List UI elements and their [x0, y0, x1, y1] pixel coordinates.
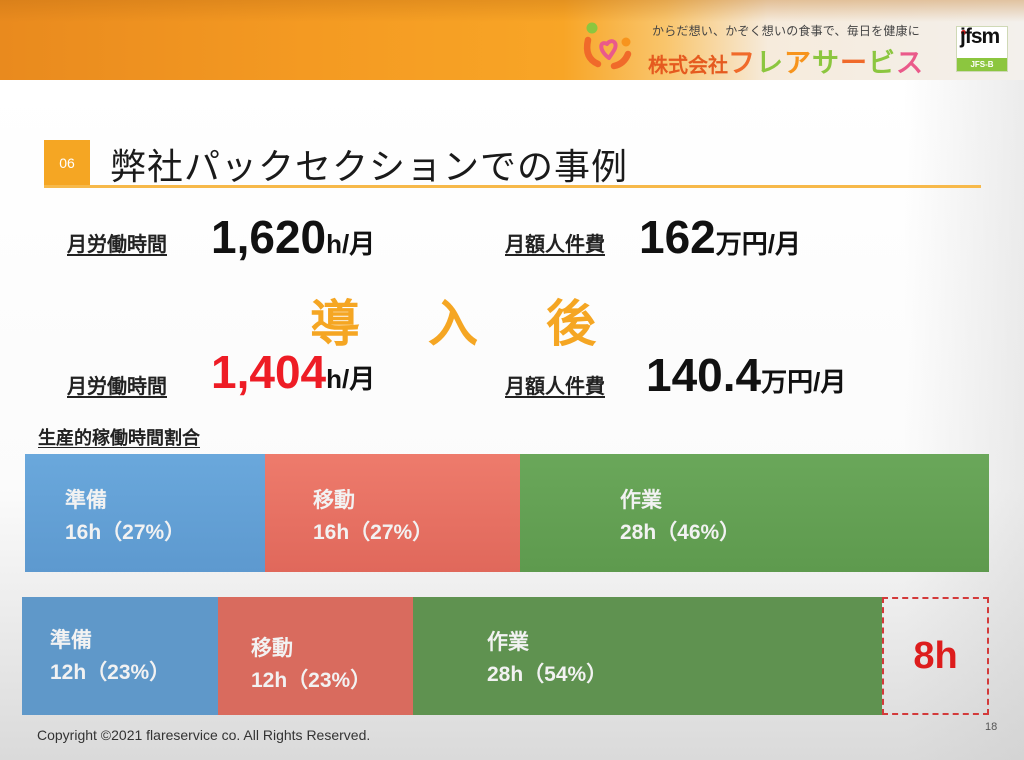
saved-hours-box: 8h — [882, 597, 989, 715]
segment-label: 移動 16h（27%） — [313, 485, 433, 549]
after-segment-prep: 準備 12h（23%） — [22, 597, 218, 715]
jfsm-certification-logo: jfsm JFS-B — [956, 25, 1008, 72]
before-cost-number: 162 — [639, 211, 716, 263]
company-char: ビ — [868, 48, 896, 78]
segment-name: 作業 — [620, 489, 662, 512]
after-hours-label: 月労働時間 — [67, 376, 167, 398]
after-stacked-bar: 準備 12h（23%） 移動 12h（23%） 作業 28h（54%） — [22, 597, 882, 715]
segment-value: 28h（54%） — [487, 663, 608, 686]
before-cost-value: 162万円/月 — [639, 210, 801, 264]
before-hours-unit: h/月 — [326, 229, 376, 259]
company-char: サ — [812, 48, 840, 78]
after-cost-label: 月額人件費 — [505, 376, 605, 398]
after-cost-number: 140.4 — [646, 349, 762, 401]
after-segment-work: 作業 28h（54%） — [413, 597, 882, 715]
before-segment-prep: 準備 16h（27%） — [25, 454, 265, 572]
company-prefix: 株式会社 — [648, 55, 728, 77]
tagline: からだ想い、かぞく想いの食事で、毎日を健康に — [652, 24, 920, 38]
saved-hours-value: 8h — [913, 634, 958, 677]
after-cost-unit: 万円/月 — [761, 367, 847, 397]
section-title: 弊社パックセクションでの事例 — [110, 147, 629, 188]
segment-name: 準備 — [65, 489, 107, 512]
segment-value: 28h（46%） — [620, 521, 741, 544]
segment-name: 移動 — [251, 637, 293, 660]
segment-label: 準備 16h（27%） — [65, 485, 185, 549]
after-hours-number: 1,404 — [211, 346, 327, 398]
company-char: ア — [784, 48, 812, 78]
company-char: レ — [756, 48, 784, 78]
jfsm-sub: JFS-B — [957, 58, 1007, 71]
after-introduction-heading: 導入後 — [310, 296, 664, 352]
jfsm-dot-icon — [961, 30, 966, 35]
segment-value: 16h（27%） — [65, 521, 186, 544]
flare-logo-icon — [583, 22, 632, 70]
before-hours-value: 1,620h/月 — [211, 210, 375, 264]
segment-label: 準備 12h（23%） — [50, 625, 170, 689]
company-char: ー — [840, 48, 868, 78]
before-hours-number: 1,620 — [211, 211, 327, 263]
section-number: 06 — [44, 140, 90, 186]
segment-value: 12h（23%） — [50, 661, 171, 684]
segment-name: 作業 — [487, 631, 529, 654]
segment-value: 16h（27%） — [313, 521, 434, 544]
productive-time-ratio-title: 生産的稼働時間割合 — [38, 428, 200, 448]
jfsm-text: jfsm — [960, 25, 1000, 48]
before-cost-label: 月額人件費 — [505, 234, 605, 256]
before-segment-travel: 移動 16h（27%） — [265, 454, 520, 572]
before-stacked-bar: 準備 16h（27%） 移動 16h（27%） 作業 28h（46%） — [25, 454, 989, 572]
company-char: ス — [896, 48, 924, 78]
company-char: フ — [728, 48, 756, 78]
segment-label: 作業 28h（46%） — [620, 485, 740, 549]
segment-value: 12h（23%） — [251, 669, 372, 692]
after-cost-value: 140.4万円/月 — [646, 348, 846, 402]
after-hours-value: 1,404h/月 — [211, 345, 375, 399]
header-band — [0, 0, 1024, 80]
company-logo: からだ想い、かぞく想いの食事で、毎日を健康に 株式会社フレアサービス jfsm … — [580, 14, 1020, 80]
segment-label: 作業 28h（54%） — [487, 627, 607, 691]
segment-name: 準備 — [50, 629, 92, 652]
before-hours-label: 月労働時間 — [67, 234, 167, 256]
before-cost-unit: 万円/月 — [715, 229, 801, 259]
segment-name: 移動 — [313, 489, 355, 512]
after-hours-unit: h/月 — [326, 364, 376, 394]
section-divider — [44, 185, 981, 188]
company-name: 株式会社フレアサービス — [648, 41, 924, 80]
segment-label: 移動 12h（23%） — [251, 633, 371, 697]
copyright: Copyright ©2021 flareservice co. All Rig… — [37, 727, 371, 743]
before-segment-work: 作業 28h（46%） — [520, 454, 989, 572]
after-segment-travel: 移動 12h（23%） — [218, 597, 413, 715]
page-number: 18 — [985, 721, 998, 733]
